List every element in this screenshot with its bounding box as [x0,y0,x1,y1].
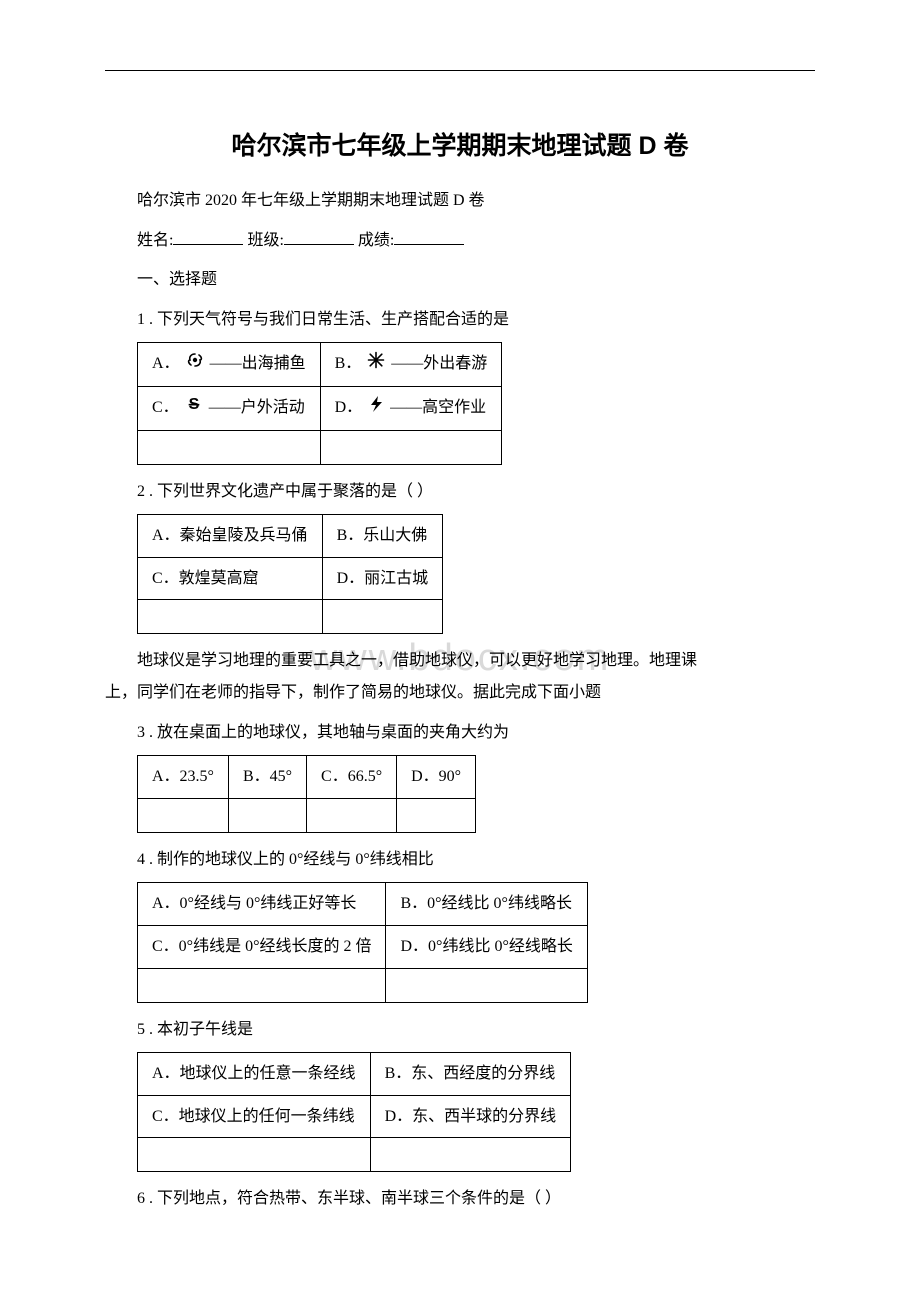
q2-option-a: A．秦始皇陵及兵马俑 [138,515,323,558]
q1-a-suffix: ——出海捕鱼 [210,355,306,372]
q4-option-d: D．0°纬线比 0°经线略长 [386,925,587,968]
q3-empty-cell [307,798,397,832]
q2-empty-cell [322,600,443,634]
lightning-icon [368,395,384,422]
question-5-text: 5 . 本初子午线是 [105,1017,815,1043]
q1-c-prefix: C． [152,399,179,416]
q5-empty-cell [138,1138,371,1172]
context-3-line1: 地球仪是学习地理的重要工具之一，借助地球仪，可以更好地学习地理。地理课 [105,648,815,674]
context-3-line2: 上，同学们在老师的指导下，制作了简易的地球仪。据此完成下面小题 [105,680,815,706]
q3-empty-cell [228,798,306,832]
page: 哈尔滨市七年级上学期期末地理试题 D 卷 哈尔滨市 2020 年七年级上学期期末… [105,70,815,1212]
q1-option-d: D． ——高空作业 [320,387,502,431]
q5-option-b: B．东、西经度的分界线 [370,1053,571,1096]
name-blank[interactable] [173,229,243,245]
q3-option-a: A．23.5° [138,756,229,799]
question-2-text: 2 . 下列世界文化遗产中属于聚落的是（ ） [105,479,815,505]
q1-b-prefix: B． [335,355,362,372]
q3-option-d: D．90° [397,756,476,799]
class-blank[interactable] [284,229,354,245]
name-label: 姓名: [137,232,173,249]
question-3-text: 3 . 放在桌面上的地球仪，其地轴与桌面的夹角大约为 [105,720,815,746]
q2-empty-cell [138,600,323,634]
q1-c-suffix: ——户外活动 [209,399,305,416]
svg-text:S: S [188,396,199,413]
q3-option-b: B．45° [228,756,306,799]
q1-option-a: A． ——出海捕鱼 [138,343,321,387]
q1-empty-cell [138,430,321,464]
subtitle: 哈尔滨市 2020 年七年级上学期期末地理试题 D 卷 [105,188,815,214]
question-4-options-table: A．0°经线与 0°纬线正好等长 B．0°经线比 0°纬线略长 C．0°纬线是 … [137,882,588,1002]
question-2-options-table: A．秦始皇陵及兵马俑 B．乐山大佛 C．敦煌莫高窟 D．丽江古城 [137,514,443,634]
score-label: 成绩: [358,232,394,249]
typhoon-icon [186,351,204,378]
q1-empty-cell [320,430,502,464]
q2-option-d: D．丽江古城 [322,557,443,600]
q4-empty-cell [138,968,386,1002]
form-line: 姓名: 班级: 成绩: [105,228,815,254]
q1-b-suffix: ——外出春游 [391,355,487,372]
question-5-options-table: A．地球仪上的任意一条经线 B．东、西经度的分界线 C．地球仪上的任何一条纬线 … [137,1052,571,1172]
page-title: 哈尔滨市七年级上学期期末地理试题 D 卷 [105,126,815,166]
q1-a-prefix: A． [152,355,180,372]
q4-option-a: A．0°经线与 0°纬线正好等长 [138,883,386,926]
q4-option-c: C．0°纬线是 0°经线长度的 2 倍 [138,925,386,968]
top-horizontal-rule [105,70,815,71]
q2-option-b: B．乐山大佛 [322,515,443,558]
question-1-options-table: A． ——出海捕鱼 B． [137,342,502,464]
snow-icon [367,351,385,378]
q1-d-suffix: ——高空作业 [390,399,486,416]
q2-option-c: C．敦煌莫高窟 [138,557,323,600]
section-heading: 一、选择题 [105,267,815,293]
q3-option-c: C．66.5° [307,756,397,799]
question-3-options-table: A．23.5° B．45° C．66.5° D．90° [137,755,476,833]
fog-icon: S [185,395,203,422]
q4-option-b: B．0°经线比 0°纬线略长 [386,883,587,926]
question-4-text: 4 . 制作的地球仪上的 0°经线与 0°纬线相比 [105,847,815,873]
q5-option-a: A．地球仪上的任意一条经线 [138,1053,371,1096]
score-blank[interactable] [394,229,464,245]
q1-option-b: B． ——外出春游 [320,343,502,387]
q5-option-d: D．东、西半球的分界线 [370,1095,571,1138]
q4-empty-cell [386,968,587,1002]
q1-d-prefix: D． [335,399,363,416]
q5-option-c: C．地球仪上的任何一条纬线 [138,1095,371,1138]
question-1-text: 1 . 下列天气符号与我们日常生活、生产搭配合适的是 [105,307,815,333]
class-label: 班级: [247,232,283,249]
q1-option-c: C． S ——户外活动 [138,387,321,431]
q5-empty-cell [370,1138,571,1172]
question-6-text: 6 . 下列地点，符合热带、东半球、南半球三个条件的是（ ） [105,1186,815,1212]
q3-empty-cell [138,798,229,832]
q3-empty-cell [397,798,476,832]
